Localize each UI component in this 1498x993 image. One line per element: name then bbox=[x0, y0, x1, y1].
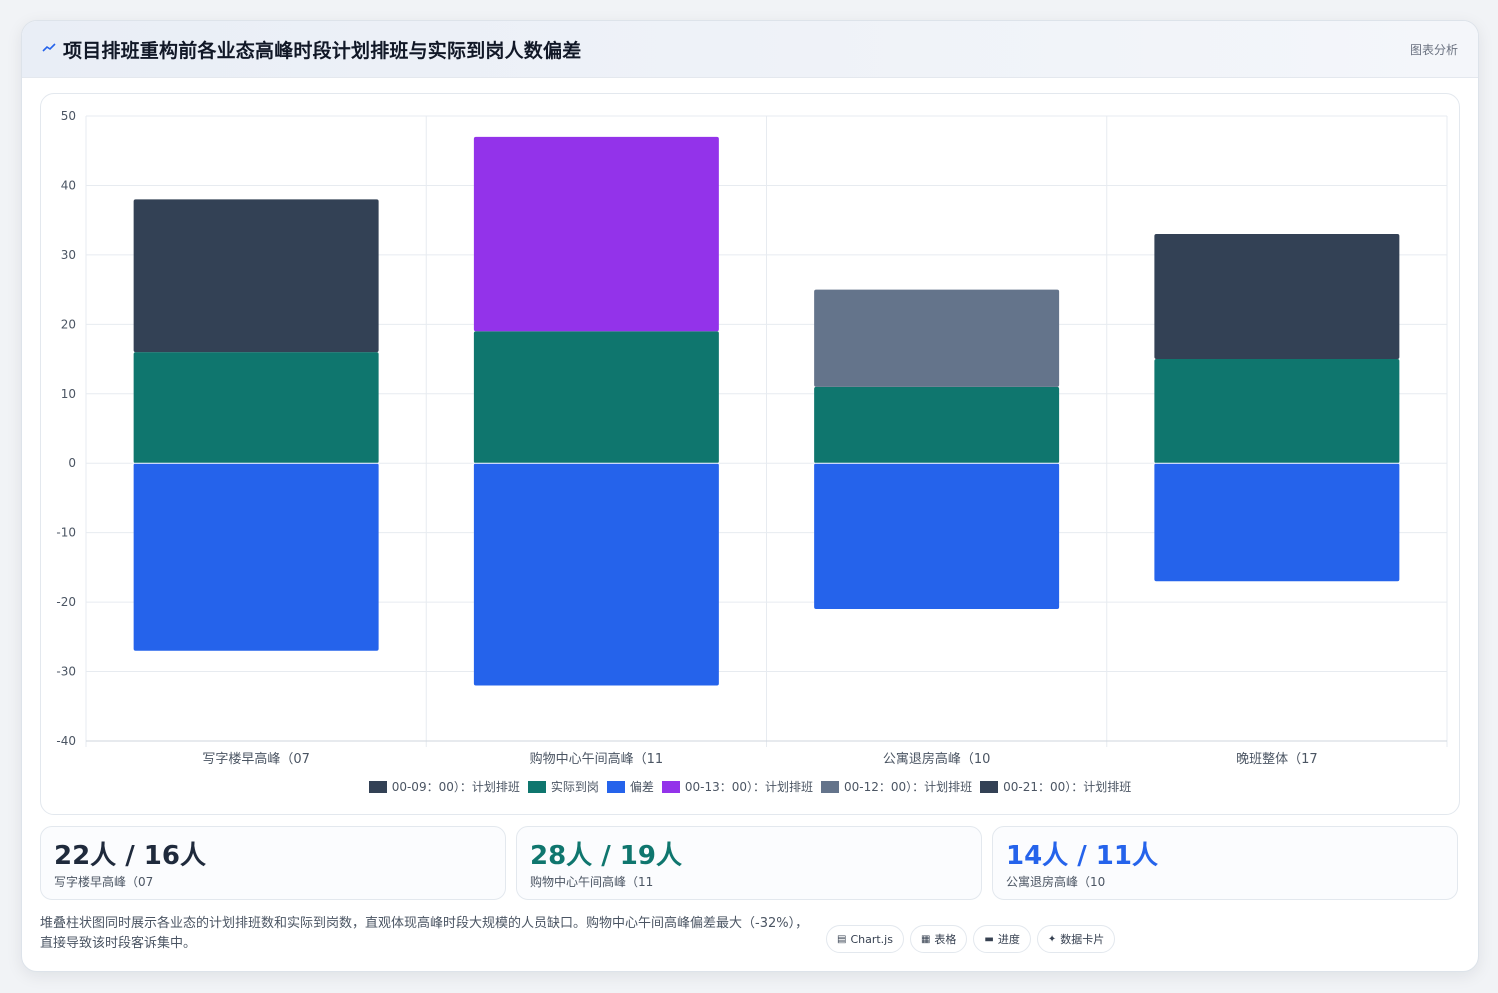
y-tick-label: 30 bbox=[61, 248, 76, 262]
y-tick-label: 10 bbox=[61, 387, 76, 401]
table-icon: ▦ bbox=[920, 933, 931, 945]
trend-icon bbox=[42, 43, 56, 52]
y-tick-label: 50 bbox=[61, 109, 76, 123]
stat-value: 28人 / 19人 bbox=[530, 841, 682, 871]
x-tick-label: 写字楼早高峰（07 bbox=[202, 751, 310, 767]
legend-item[interactable]: 00-21：00）：计划排班 bbox=[980, 778, 1131, 795]
x-tick-label: 购物中心午间高峰（11 bbox=[530, 751, 664, 767]
page-title: 项目排班重构前各业态高峰时段计划排班与实际到岗人数偏差 bbox=[63, 40, 582, 62]
chip-label: 数据卡片 bbox=[1060, 933, 1105, 946]
chip-label: Chart.js bbox=[850, 932, 893, 946]
legend-item[interactable]: 00-13：00）：计划排班 bbox=[661, 778, 814, 795]
chart-icon: ▤ bbox=[837, 933, 847, 945]
bar bbox=[473, 136, 719, 332]
legend-item[interactable]: 00-12：00）：计划排班 bbox=[821, 778, 972, 795]
sparkle-icon: ✦ bbox=[1047, 933, 1057, 945]
chip-progress[interactable]: ▬ 进度 bbox=[973, 925, 1031, 953]
bar bbox=[1154, 234, 1400, 360]
chip-table[interactable]: ▦ 表格 bbox=[909, 925, 968, 953]
y-tick-label: -40 bbox=[56, 734, 76, 748]
chart-card: 项目排班重构前各业态高峰时段计划排班与实际到岗人数偏差 图表分析 50 40 30 2… bbox=[21, 20, 1479, 972]
y-tick-label: 40 bbox=[61, 178, 76, 192]
bar bbox=[473, 463, 719, 686]
x-tick-label: 公寓退房高峰（10 bbox=[883, 751, 991, 767]
card-header: 项目排班重构前各业态高峰时段计划排班与实际到岗人数偏差 图表分析 bbox=[22, 21, 1478, 78]
y-tick-label: -10 bbox=[56, 526, 76, 540]
legend-label: 00-13：00）：计划排班 bbox=[684, 780, 814, 794]
stat-label: 写字楼早高峰（07 bbox=[54, 875, 154, 889]
legend-swatch bbox=[821, 780, 840, 793]
stat-value: 22人 / 16人 bbox=[54, 841, 206, 871]
bar bbox=[1154, 463, 1400, 582]
stacked-bar-chart: 50 40 30 20 10 0 -10 -20 -30 -40 写字楼早高峰（07 购物中心午间高峰… bbox=[56, 109, 1448, 767]
chip-label: 表格 bbox=[934, 933, 957, 946]
y-tick-label: -30 bbox=[56, 665, 76, 679]
legend-item[interactable]: 实际到岗 bbox=[527, 778, 599, 795]
chart-description: 堆叠柱状图同时展示各业态的计划排班数和实际到岗数，直观体现高峰时段大规模的人员缺… bbox=[40, 916, 809, 951]
legend-item[interactable]: 偏差 bbox=[606, 778, 654, 795]
stat-label: 购物中心午间高峰（11 bbox=[530, 875, 654, 889]
y-tick-label: -20 bbox=[56, 595, 76, 609]
progress-icon: ▬ bbox=[984, 933, 994, 945]
chip-chart[interactable]: ▤ Chart.js bbox=[826, 925, 904, 953]
y-tick-label: 20 bbox=[61, 317, 76, 331]
bar bbox=[133, 352, 379, 464]
legend-item[interactable]: 00-09：00）：计划排班 bbox=[368, 778, 520, 795]
stat-value: 14人 / 11人 bbox=[1006, 841, 1158, 871]
bar bbox=[814, 289, 1060, 387]
chart-container: 50 40 30 20 10 0 -10 -20 -30 -40 写字楼早高峰（07 购物中心午间高峰… bbox=[40, 93, 1460, 815]
chart-legend: 00-09：00）：计划排班 实际到岗 偏差 00-13：00）：计划排班 00-12：… bbox=[41, 778, 1459, 796]
bar bbox=[133, 463, 379, 651]
legend-label: 00-12：00）：计划排班 bbox=[844, 780, 973, 794]
legend-label: 偏差 bbox=[629, 780, 654, 794]
bar bbox=[133, 199, 379, 353]
bar bbox=[473, 331, 719, 464]
legend-label: 实际到岗 bbox=[550, 780, 599, 794]
legend-swatch bbox=[368, 780, 387, 793]
y-tick-label: 0 bbox=[68, 456, 76, 470]
chip-label: 进度 bbox=[997, 933, 1020, 946]
bar bbox=[814, 463, 1060, 610]
legend-swatch bbox=[606, 780, 625, 793]
stat-card: 14人 / 11人公寓退房高峰（10 bbox=[992, 826, 1458, 900]
stat-card: 22人 / 16人写字楼早高峰（07 bbox=[40, 826, 506, 900]
legend-label: 00-09：00）：计划排班 bbox=[391, 780, 520, 794]
legend-swatch bbox=[661, 780, 680, 793]
legend-swatch bbox=[527, 780, 546, 793]
stat-card: 28人 / 19人购物中心午间高峰（11 bbox=[516, 826, 982, 900]
legend-label: 00-21：00）：计划排班 bbox=[1003, 780, 1132, 794]
stat-cards: 22人 / 16人 写字楼早高峰（07 28人 / 19人 购物中心午间高峰（11 14… bbox=[40, 826, 1460, 900]
feature-chips: ▤ Chart.js ▦ 表格 ▬ 进度 ✦ 数据卡片 bbox=[826, 925, 1121, 953]
x-tick-label: 晚班整体（17 bbox=[1236, 752, 1318, 767]
legend-swatch bbox=[980, 780, 999, 793]
stat-label: 公寓退房高峰（10 bbox=[1006, 875, 1106, 889]
bar bbox=[1154, 359, 1400, 464]
bar bbox=[814, 386, 1060, 464]
chart-analysis-tag[interactable]: 图表分析 bbox=[1409, 43, 1458, 57]
chip-sparkle[interactable]: ✦ 数据卡片 bbox=[1036, 925, 1116, 953]
